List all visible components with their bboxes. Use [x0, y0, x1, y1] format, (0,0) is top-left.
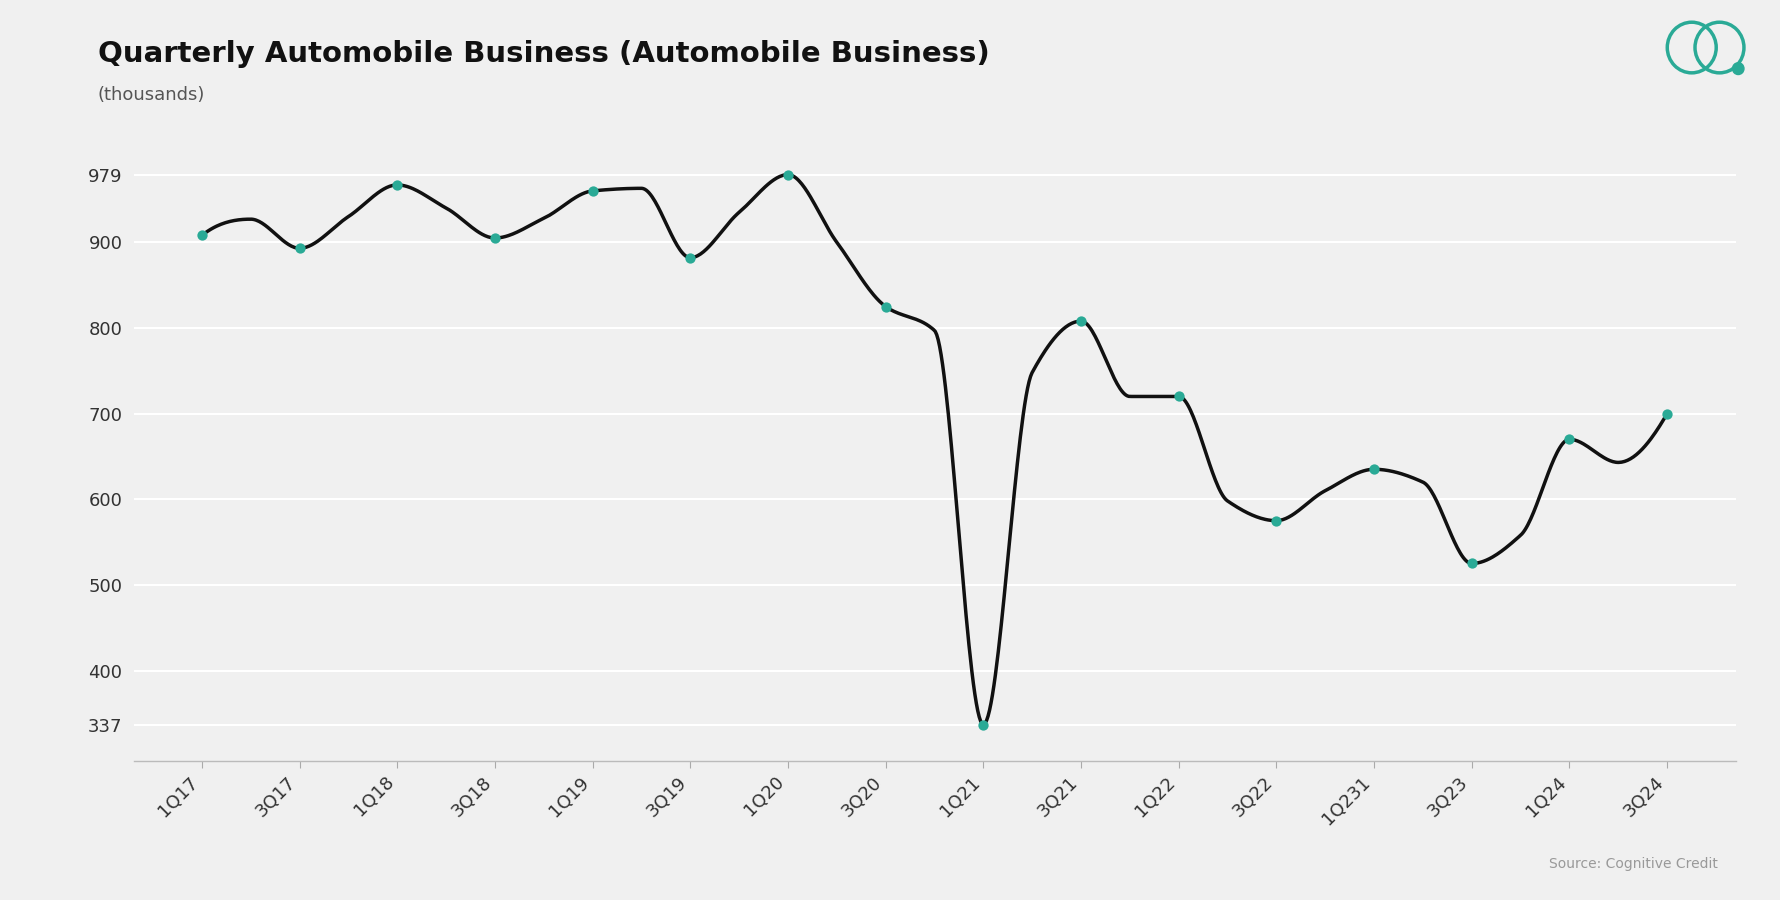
Point [578, 184, 607, 198]
Point [968, 717, 997, 732]
Point [481, 230, 509, 245]
Circle shape [1732, 63, 1744, 75]
Point [774, 167, 803, 182]
Point [383, 177, 411, 192]
Point [1458, 556, 1486, 571]
Point [1262, 514, 1290, 528]
Point [1360, 462, 1388, 476]
Text: Quarterly Automobile Business (Automobile Business): Quarterly Automobile Business (Automobil… [98, 40, 990, 68]
Point [1556, 432, 1584, 446]
Point [676, 250, 705, 265]
Point [1654, 407, 1682, 421]
Text: (thousands): (thousands) [98, 86, 205, 104]
Point [1066, 314, 1095, 328]
Text: Source: Cognitive Credit: Source: Cognitive Credit [1549, 857, 1718, 871]
Point [1164, 390, 1193, 404]
Point [872, 300, 901, 314]
Point [187, 229, 215, 243]
Point [285, 241, 313, 256]
